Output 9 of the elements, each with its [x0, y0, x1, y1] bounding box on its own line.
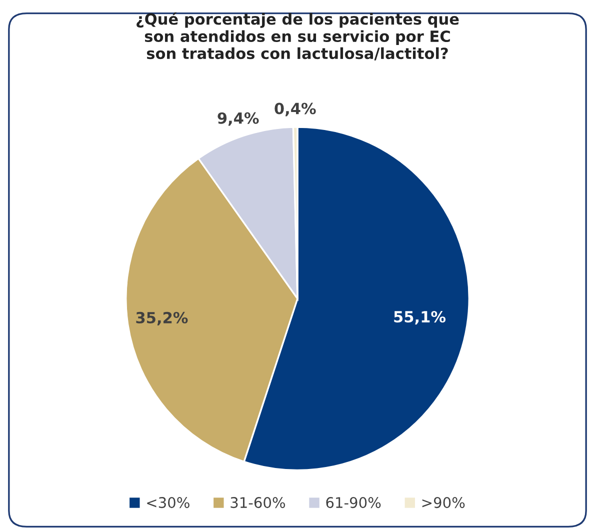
chart-title: ¿Qué porcentaje de los pacientes que son atendidos en su servicio por EC son tratados con lactulosa/lactitol? — [136, 12, 459, 60]
data-label: 9,4% — [218, 112, 259, 126]
legend-label: 31-60% — [230, 497, 286, 508]
legend-label: 61-90% — [326, 497, 381, 508]
data-label: 0,4% — [274, 102, 316, 116]
data-label: 35,2% — [136, 312, 188, 326]
legend-label: >90% — [422, 497, 465, 508]
legend-label: <30% — [147, 497, 190, 508]
data-label: 55,1% — [394, 310, 446, 324]
